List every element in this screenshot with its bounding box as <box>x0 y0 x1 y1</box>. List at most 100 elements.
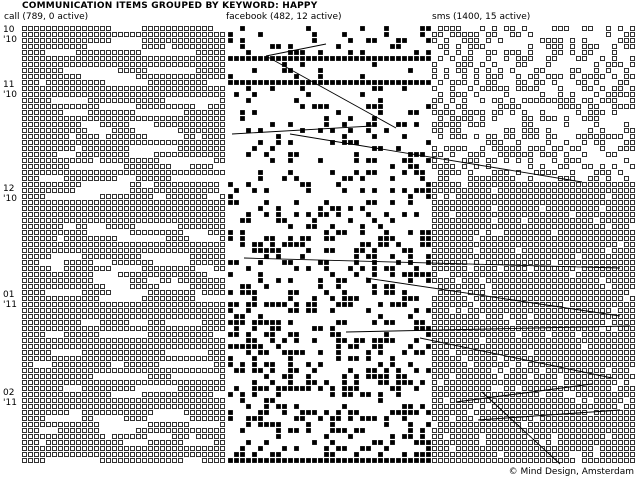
sms-item <box>444 44 449 49</box>
sms-item <box>444 320 449 325</box>
call-item <box>34 224 39 229</box>
call-item <box>130 314 135 319</box>
call-item <box>100 338 105 343</box>
sms-item <box>486 140 491 145</box>
sms-item <box>600 452 605 457</box>
call-item <box>196 32 201 37</box>
sms-item <box>492 302 497 307</box>
facebook-item <box>252 188 257 193</box>
sms-item <box>528 452 533 457</box>
sms-item <box>612 194 617 199</box>
sms-item <box>498 98 503 103</box>
facebook-item <box>420 452 425 457</box>
sms-item <box>468 308 473 313</box>
call-item <box>166 332 171 337</box>
facebook-item <box>264 422 269 427</box>
call-item <box>190 26 195 31</box>
facebook-item <box>384 212 389 217</box>
sms-item <box>612 434 617 439</box>
sms-item <box>612 368 617 373</box>
call-item <box>52 362 57 367</box>
sms-item <box>624 392 629 397</box>
call-item <box>124 140 129 145</box>
sms-item <box>582 140 587 145</box>
call-item <box>214 224 219 229</box>
call-item <box>106 386 111 391</box>
call-item <box>172 266 177 271</box>
sms-item <box>480 452 485 457</box>
call-item <box>148 206 153 211</box>
sms-item <box>624 308 629 313</box>
sms-item <box>516 428 521 433</box>
sms-item <box>462 458 467 463</box>
call-item <box>190 44 195 49</box>
facebook-item <box>378 86 383 91</box>
sms-item <box>480 62 485 67</box>
sms-item <box>624 374 629 379</box>
sms-item <box>588 452 593 457</box>
call-item <box>76 248 81 253</box>
sms-item <box>576 350 581 355</box>
call-item <box>58 206 63 211</box>
sms-item <box>582 188 587 193</box>
month-label-nov-2010: 11 '10 <box>3 80 17 100</box>
facebook-item <box>408 110 413 115</box>
sms-item <box>528 44 533 49</box>
sms-item <box>462 92 467 97</box>
call-item <box>160 374 165 379</box>
sms-item <box>600 248 605 253</box>
sms-item <box>444 440 449 445</box>
sms-item <box>486 254 491 259</box>
call-item <box>154 152 159 157</box>
sms-item <box>510 212 515 217</box>
call-item <box>34 392 39 397</box>
sms-item <box>540 194 545 199</box>
sms-item <box>588 266 593 271</box>
sms-item <box>630 284 635 289</box>
facebook-item <box>426 188 431 193</box>
sms-item <box>630 134 635 139</box>
call-item <box>34 302 39 307</box>
month-label-jan-2011: 01 '11 <box>3 290 17 310</box>
call-item <box>148 56 153 61</box>
facebook-item <box>276 302 281 307</box>
call-item <box>106 344 111 349</box>
call-item <box>154 26 159 31</box>
sms-item <box>576 188 581 193</box>
sms-item <box>444 170 449 175</box>
call-item <box>100 242 105 247</box>
sms-item <box>606 62 611 67</box>
facebook-item <box>372 104 377 109</box>
call-item <box>112 128 117 133</box>
sms-item <box>462 116 467 121</box>
call-item <box>160 74 165 79</box>
call-item <box>28 446 33 451</box>
call-item <box>58 188 63 193</box>
sms-item <box>618 368 623 373</box>
sms-item <box>432 248 437 253</box>
sms-item <box>462 404 467 409</box>
call-item <box>172 44 177 49</box>
call-item <box>178 458 183 463</box>
call-item <box>88 86 93 91</box>
sms-item <box>600 356 605 361</box>
sms-item <box>522 182 527 187</box>
sms-item <box>474 188 479 193</box>
facebook-item <box>342 386 347 391</box>
call-item <box>22 314 27 319</box>
sms-item <box>618 458 623 463</box>
sms-item <box>624 368 629 373</box>
call-item <box>100 326 105 331</box>
facebook-item <box>288 368 293 373</box>
call-item <box>82 410 87 415</box>
sms-item <box>522 296 527 301</box>
call-item <box>28 50 33 55</box>
call-item <box>160 308 165 313</box>
call-item <box>142 368 147 373</box>
call-item <box>52 302 57 307</box>
sms-item <box>594 368 599 373</box>
call-item <box>202 218 207 223</box>
call-item <box>130 230 135 235</box>
facebook-item <box>336 428 341 433</box>
call-item <box>76 278 81 283</box>
